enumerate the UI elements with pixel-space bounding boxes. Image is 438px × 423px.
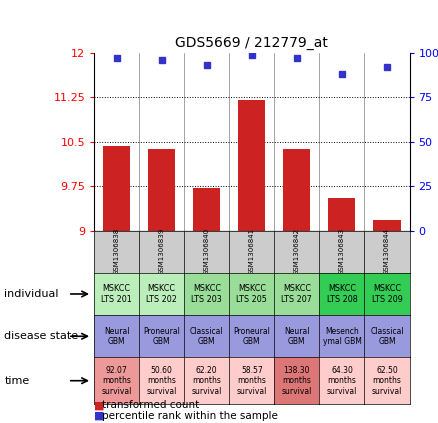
Text: Neural
GBM: Neural GBM (104, 327, 130, 346)
Text: GSM1306842: GSM1306842 (294, 228, 300, 275)
Text: time: time (4, 376, 30, 386)
Text: MSKCC
LTS 203: MSKCC LTS 203 (191, 284, 222, 304)
Text: MSKCC
LTS 208: MSKCC LTS 208 (327, 284, 357, 304)
Text: MSKCC
LTS 205: MSKCC LTS 205 (237, 284, 267, 304)
Title: GDS5669 / 212779_at: GDS5669 / 212779_at (175, 36, 328, 50)
Text: MSKCC
LTS 201: MSKCC LTS 201 (101, 284, 132, 304)
Text: percentile rank within the sample: percentile rank within the sample (102, 411, 278, 421)
Bar (238, 100, 265, 231)
Text: GSM1306840: GSM1306840 (204, 228, 210, 275)
Bar (283, 149, 311, 231)
Text: 62.20
months
survival: 62.20 months survival (191, 366, 222, 396)
Text: 138.30
months
survival: 138.30 months survival (282, 366, 312, 396)
Text: GSM1306844: GSM1306844 (384, 228, 390, 275)
Text: 62.50
months
survival: 62.50 months survival (372, 366, 402, 396)
Text: 92.07
months
survival: 92.07 months survival (102, 366, 132, 396)
Text: individual: individual (4, 289, 59, 299)
Text: 58.57
months
survival: 58.57 months survival (237, 366, 267, 396)
Bar (103, 146, 130, 231)
Text: MSKCC
LTS 209: MSKCC LTS 209 (371, 284, 403, 304)
Text: GSM1306843: GSM1306843 (339, 228, 345, 275)
Text: disease state: disease state (4, 331, 78, 341)
Text: GSM1306838: GSM1306838 (114, 228, 120, 275)
Bar (148, 149, 175, 231)
Text: GSM1306839: GSM1306839 (159, 228, 165, 275)
Bar (193, 188, 220, 231)
Text: transformed count: transformed count (102, 400, 199, 410)
Text: Neural
GBM: Neural GBM (284, 327, 310, 346)
Text: 50.60
months
survival: 50.60 months survival (147, 366, 177, 396)
Text: GSM1306841: GSM1306841 (249, 228, 255, 275)
Text: MSKCC
LTS 202: MSKCC LTS 202 (146, 284, 177, 304)
Bar (374, 220, 400, 231)
Text: 64.30
months
survival: 64.30 months survival (327, 366, 357, 396)
Text: MSKCC
LTS 207: MSKCC LTS 207 (282, 284, 312, 304)
Text: Proneural
GBM: Proneural GBM (233, 327, 270, 346)
Text: Mesench
ymal GBM: Mesench ymal GBM (322, 327, 361, 346)
Text: Classical
GBM: Classical GBM (190, 327, 224, 346)
Text: ■: ■ (94, 411, 105, 421)
Text: Proneural
GBM: Proneural GBM (143, 327, 180, 346)
Bar (328, 198, 356, 231)
Text: Classical
GBM: Classical GBM (370, 327, 404, 346)
Text: ■: ■ (94, 400, 105, 410)
